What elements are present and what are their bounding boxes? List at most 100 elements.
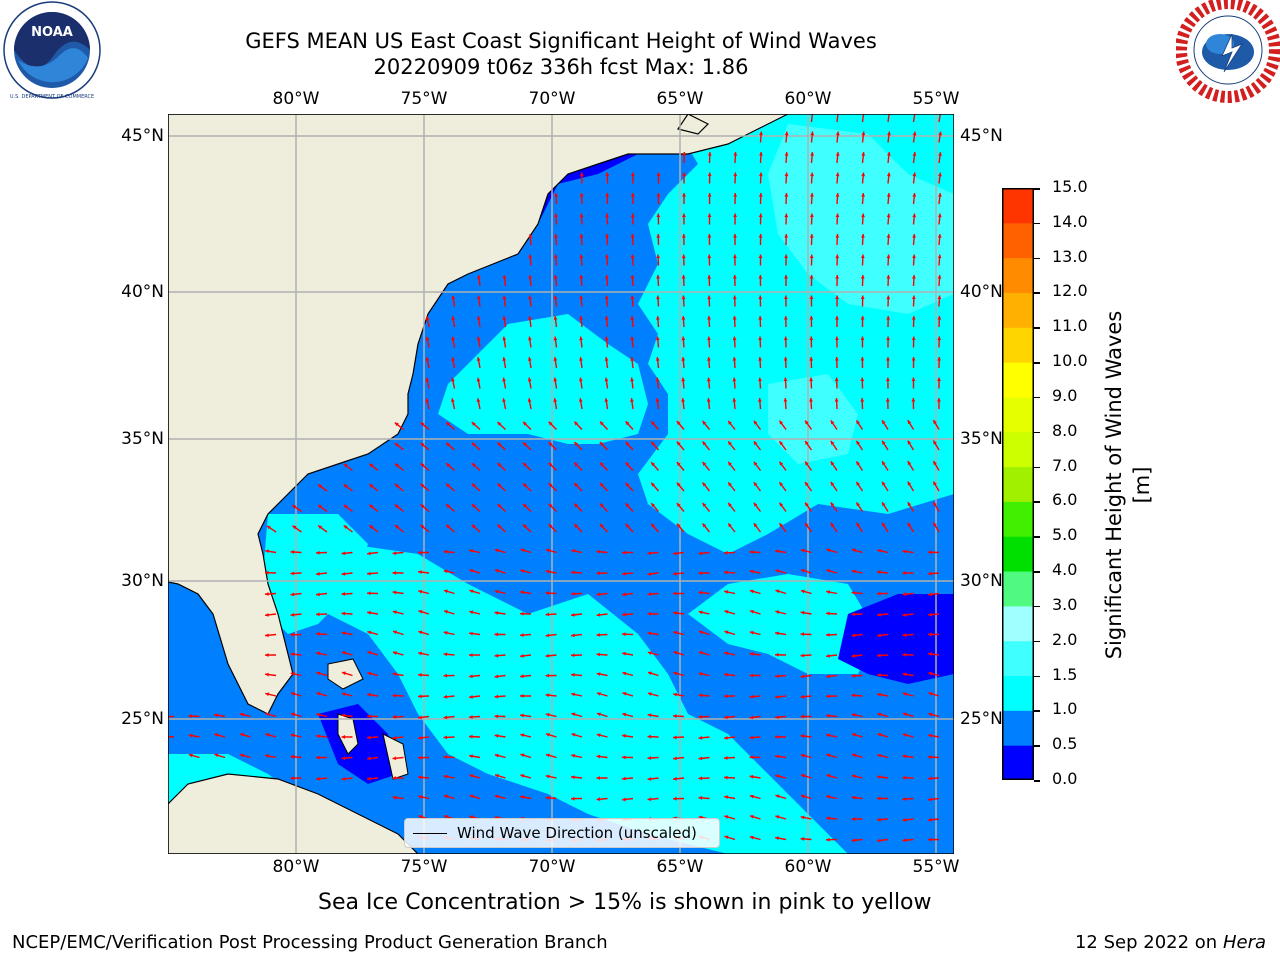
wave-arrowhead — [749, 755, 754, 760]
wave-arrowhead — [928, 592, 932, 597]
wave-arrowhead — [826, 653, 830, 658]
wave-height-map — [168, 114, 954, 854]
wave-arrowhead — [911, 357, 916, 361]
wave-arrowhead — [316, 632, 320, 636]
colorbar-segment — [1002, 466, 1034, 502]
wave-arrowhead — [523, 421, 527, 426]
wave-arrowhead — [826, 713, 830, 718]
wave-arrowhead — [656, 295, 660, 300]
wave-arrowhead — [494, 773, 499, 778]
wave-arrowhead — [622, 612, 626, 617]
wave-arrowhead — [571, 612, 575, 617]
wave-arrowhead — [446, 483, 451, 488]
wave-arrowhead — [523, 503, 527, 508]
wave-arrowhead — [443, 814, 448, 819]
wave-arrowhead — [605, 172, 610, 177]
wave-arrowhead — [758, 254, 763, 259]
wave-arrowhead — [188, 714, 193, 718]
wave-arrowhead — [494, 611, 499, 615]
wave-arrowhead — [497, 524, 502, 529]
wave-height-1.5-2m-regions — [768, 124, 954, 464]
wave-arrowhead — [316, 776, 320, 781]
wave-arrowhead — [476, 357, 481, 361]
wave-arrowhead — [494, 589, 499, 594]
wave-arrowhead — [826, 611, 830, 616]
wave-arrowhead — [604, 336, 609, 341]
wave-arrowhead — [902, 592, 907, 597]
wave-arrowhead — [835, 254, 840, 259]
wave-arrowhead — [265, 653, 269, 657]
wave-arrowhead — [728, 441, 732, 446]
colorbar-segment — [1002, 396, 1034, 433]
wave-arrowhead — [188, 733, 193, 738]
wave-arrowhead — [476, 295, 481, 300]
wave-arrowhead — [214, 713, 218, 718]
wave-arrowhead — [902, 754, 907, 759]
wave-arrowhead — [775, 695, 779, 699]
wave-arrowhead — [911, 336, 916, 341]
wave-arrowhead — [882, 502, 886, 507]
wave-arrowhead — [622, 734, 626, 738]
wave-arrowhead — [784, 254, 789, 259]
wave-arrowhead — [928, 712, 933, 717]
wave-arrowhead — [571, 633, 575, 638]
wave-arrowhead — [851, 753, 856, 758]
wave-arrowhead — [928, 571, 932, 576]
wave-arrowhead — [553, 377, 558, 382]
wave-arrowhead — [571, 570, 575, 575]
wave-arrowhead — [578, 398, 583, 402]
wave-arrowhead — [707, 234, 712, 238]
wave-arrowhead — [886, 234, 891, 238]
wave-arrowhead — [367, 776, 371, 781]
wave-arrowhead — [809, 336, 814, 341]
wave-arrowhead — [596, 712, 601, 717]
wave-arrowhead — [545, 774, 550, 779]
wave-arrowhead — [779, 441, 784, 446]
wave-arrowhead — [826, 694, 830, 699]
wave-arrowhead — [265, 692, 270, 697]
wave-arrowhead — [290, 652, 295, 657]
wave-arrowhead — [316, 550, 320, 555]
wave-arrowhead — [676, 441, 681, 446]
wave-arrowhead — [520, 694, 524, 698]
wave-arrowhead — [810, 172, 814, 177]
wave-arrowhead — [826, 753, 831, 758]
wave-arrowhead — [622, 651, 626, 656]
wave-arrowhead — [826, 733, 831, 738]
wave-arrowhead — [809, 316, 814, 320]
wave-arrowhead — [698, 735, 703, 740]
footer-credit: NCEP/EMC/Verification Post Processing Pr… — [12, 932, 608, 953]
wave-arrowhead — [830, 481, 835, 486]
wave-arrowhead — [835, 275, 840, 279]
wave-arrowhead — [214, 733, 219, 737]
wave-arrowhead — [702, 420, 707, 425]
wave-arrowhead — [706, 357, 711, 361]
wave-arrowhead — [933, 440, 937, 445]
wave-arrowhead — [784, 193, 789, 197]
wave-arrowhead — [553, 254, 558, 259]
wave-arrowhead — [698, 551, 703, 556]
wave-arrowhead — [523, 524, 527, 529]
wave-arrowhead — [476, 398, 481, 403]
wave-arrowhead — [520, 611, 524, 616]
wave-arrowhead — [553, 295, 558, 300]
svg-text:NOAA: NOAA — [31, 25, 73, 40]
wave-arrowhead — [805, 502, 809, 507]
wave-arrowhead — [469, 610, 474, 615]
wave-arrowhead — [418, 795, 423, 799]
colorbar-tick-mark — [1034, 362, 1040, 364]
wave-arrowhead — [682, 152, 687, 156]
wave-arrowhead — [886, 193, 891, 197]
wave-arrowhead — [887, 131, 891, 136]
wave-arrowhead — [882, 481, 886, 486]
wave-arrowhead — [520, 548, 525, 553]
wave-arrowhead — [599, 462, 604, 467]
wave-arrowhead — [477, 275, 481, 279]
wave-arrowhead — [835, 213, 840, 218]
wave-arrowhead — [830, 461, 835, 466]
wave-arrowhead — [265, 712, 270, 717]
land-mass — [168, 114, 789, 854]
wave-arrowhead — [571, 775, 575, 780]
wave-arrowhead — [316, 592, 320, 597]
wave-arrowhead — [775, 589, 780, 594]
